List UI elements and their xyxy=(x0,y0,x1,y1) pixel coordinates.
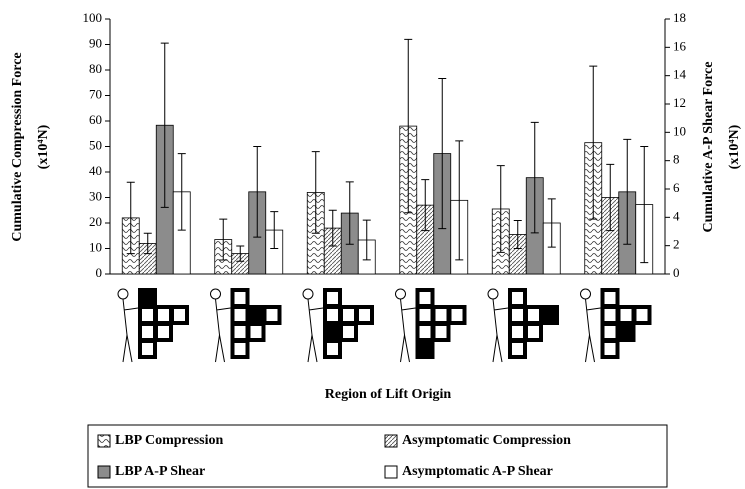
y2-axis-unit: (x10⁴N) xyxy=(727,124,742,169)
icon-cell xyxy=(542,307,557,323)
y-tick-label: 60 xyxy=(89,112,102,127)
legend-label: LBP Compression xyxy=(115,433,223,448)
icon-head xyxy=(488,289,498,299)
y2-tick-label: 18 xyxy=(673,10,686,25)
icon-cell xyxy=(233,307,248,323)
icon-cell xyxy=(140,307,155,323)
icon-head xyxy=(581,289,591,299)
icon-body xyxy=(493,299,508,362)
icon-cell xyxy=(418,307,433,323)
chart: Cumulative Compression Force (x10⁴N) Cum… xyxy=(0,0,745,489)
icon-body xyxy=(123,299,138,362)
icon-cell xyxy=(325,324,340,340)
icon-cell xyxy=(341,324,356,340)
y2-tick-label: 14 xyxy=(673,67,687,82)
y2-tick-label: 8 xyxy=(673,152,680,167)
icon-body xyxy=(401,299,416,362)
icon-head xyxy=(118,289,128,299)
icon-cell xyxy=(418,341,433,357)
icon-cell xyxy=(357,307,372,323)
icon-cell xyxy=(325,290,340,306)
icon-cell xyxy=(265,307,280,323)
icon-cell xyxy=(418,290,433,306)
icon-cell xyxy=(603,307,618,323)
y-tick-label: 90 xyxy=(89,35,102,50)
icon-cell xyxy=(325,341,340,357)
legend-swatch xyxy=(385,466,397,478)
legend-label: Asymptomatic Compression xyxy=(402,433,571,448)
icon-cell xyxy=(233,341,248,357)
legend-swatch xyxy=(98,466,110,478)
icon-cell xyxy=(233,290,248,306)
icon-cell xyxy=(635,307,650,323)
icon-cell xyxy=(156,307,171,323)
icon-cell xyxy=(619,324,634,340)
icon-cell xyxy=(233,324,248,340)
y-tick-label: 0 xyxy=(96,265,103,280)
icon-cell xyxy=(510,290,525,306)
icon-cell xyxy=(603,324,618,340)
icon-cell xyxy=(526,307,541,323)
x-axis-title: Region of Lift Origin xyxy=(325,387,452,402)
legend-label: LBP A-P Shear xyxy=(115,464,205,479)
y-tick-label: 30 xyxy=(89,188,102,203)
y2-tick-label: 12 xyxy=(673,95,686,110)
y-tick-label: 50 xyxy=(89,137,102,152)
icon-cell xyxy=(450,307,465,323)
icon-cell xyxy=(172,307,187,323)
y2-tick-label: 4 xyxy=(673,208,680,223)
icon-cell xyxy=(418,324,433,340)
icon-body xyxy=(586,299,601,362)
icon-cell xyxy=(510,341,525,357)
y-tick-label: 70 xyxy=(89,86,102,101)
icon-cell xyxy=(325,307,340,323)
y-tick-label: 80 xyxy=(89,61,102,76)
icon-cell xyxy=(603,290,618,306)
y-axis-title: Cumulative Compression Force xyxy=(10,52,25,241)
legend-label: Asymptomatic A-P Shear xyxy=(402,464,553,479)
icon-cell xyxy=(619,307,634,323)
icon-cell xyxy=(140,341,155,357)
icon-cell xyxy=(510,324,525,340)
y-tick-label: 100 xyxy=(83,10,103,25)
icon-cell xyxy=(156,324,171,340)
y2-tick-label: 6 xyxy=(673,180,680,195)
y2-tick-label: 10 xyxy=(673,123,686,138)
y-tick-label: 20 xyxy=(89,214,102,229)
y-tick-label: 40 xyxy=(89,163,102,178)
legend-swatch xyxy=(385,435,397,447)
icon-cell xyxy=(510,307,525,323)
icon-cell xyxy=(140,290,155,306)
icon-cell xyxy=(249,324,264,340)
icon-cell xyxy=(434,307,449,323)
icon-cell xyxy=(603,341,618,357)
icon-body xyxy=(308,299,323,362)
icon-cell xyxy=(249,307,264,323)
icon-head xyxy=(303,289,313,299)
y2-axis-title: Cumulative A-P Shear Force xyxy=(701,62,716,233)
legend-swatch xyxy=(98,435,110,447)
y-tick-label: 10 xyxy=(89,239,102,254)
y-axis-unit: (x10⁴N) xyxy=(36,124,51,169)
icon-head xyxy=(396,289,406,299)
icon-cell xyxy=(341,307,356,323)
icon-cell xyxy=(434,324,449,340)
icon-cell xyxy=(140,324,155,340)
icon-cell xyxy=(526,324,541,340)
icon-head xyxy=(211,289,221,299)
icon-body xyxy=(216,299,231,362)
y2-tick-label: 16 xyxy=(673,38,687,53)
y2-tick-label: 2 xyxy=(673,237,680,252)
y2-tick-label: 0 xyxy=(673,265,680,280)
